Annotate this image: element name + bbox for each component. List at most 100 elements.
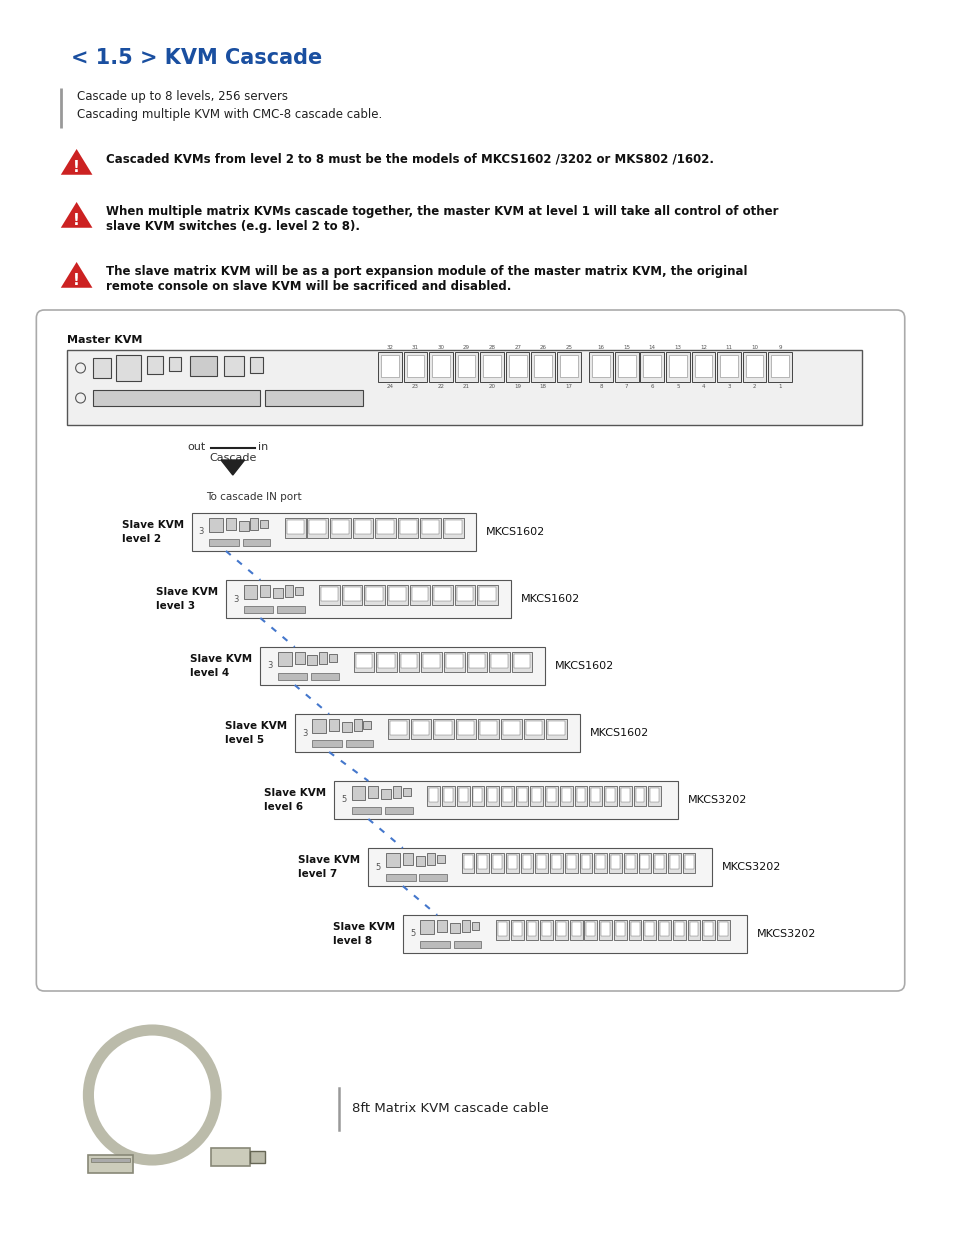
Bar bbox=[471, 785, 484, 806]
Bar bbox=[507, 854, 517, 869]
Text: 19: 19 bbox=[514, 383, 520, 388]
Bar bbox=[436, 854, 444, 863]
Text: !: ! bbox=[73, 274, 80, 289]
Bar bbox=[319, 652, 327, 665]
Bar bbox=[576, 788, 585, 801]
Bar bbox=[628, 920, 640, 940]
Bar bbox=[615, 351, 638, 382]
Bar bbox=[435, 721, 452, 735]
Bar bbox=[523, 719, 543, 739]
Text: 3: 3 bbox=[267, 661, 273, 671]
Text: 25: 25 bbox=[565, 345, 572, 350]
Bar bbox=[411, 587, 428, 600]
Text: 4: 4 bbox=[700, 383, 704, 388]
Bar bbox=[420, 941, 450, 948]
Bar bbox=[457, 355, 475, 377]
Bar bbox=[312, 740, 341, 747]
Bar bbox=[547, 788, 556, 801]
Bar bbox=[341, 584, 362, 605]
Text: !: ! bbox=[73, 160, 80, 175]
Text: MKCS1602: MKCS1602 bbox=[520, 594, 579, 604]
Bar bbox=[402, 788, 410, 797]
Bar bbox=[618, 355, 635, 377]
Bar bbox=[427, 853, 435, 866]
Text: 5: 5 bbox=[375, 863, 380, 872]
Bar bbox=[436, 920, 447, 932]
Bar bbox=[489, 652, 509, 672]
Bar bbox=[386, 874, 416, 882]
Text: 16: 16 bbox=[598, 345, 604, 350]
Text: 6: 6 bbox=[650, 383, 654, 388]
Bar bbox=[456, 587, 473, 600]
Text: Slave KVM
level 4: Slave KVM level 4 bbox=[191, 655, 253, 678]
Text: 15: 15 bbox=[622, 345, 630, 350]
Bar bbox=[468, 653, 485, 668]
Bar bbox=[390, 721, 406, 735]
Text: The slave matrix KVM will be as a port expansion module of the master matrix KVM: The slave matrix KVM will be as a port e… bbox=[106, 265, 747, 293]
Text: 8: 8 bbox=[598, 383, 602, 388]
Text: 3: 3 bbox=[301, 729, 307, 737]
Bar bbox=[550, 853, 562, 873]
Bar bbox=[443, 788, 453, 801]
Bar bbox=[745, 355, 762, 377]
Text: 11: 11 bbox=[724, 345, 732, 350]
Bar bbox=[345, 740, 373, 747]
Bar bbox=[691, 351, 715, 382]
Bar bbox=[559, 355, 577, 377]
Bar bbox=[285, 518, 305, 538]
Bar bbox=[355, 520, 371, 534]
Bar bbox=[537, 854, 546, 869]
Text: 14: 14 bbox=[648, 345, 655, 350]
Bar bbox=[618, 785, 631, 806]
Bar bbox=[477, 719, 498, 739]
Bar bbox=[530, 785, 542, 806]
Bar bbox=[389, 587, 405, 600]
Bar bbox=[466, 652, 487, 672]
Text: 22: 22 bbox=[437, 383, 444, 388]
Text: Master KVM: Master KVM bbox=[67, 335, 142, 345]
Bar bbox=[276, 605, 304, 613]
Bar bbox=[412, 721, 429, 735]
Bar bbox=[552, 854, 560, 869]
Bar bbox=[625, 854, 634, 869]
Bar bbox=[770, 355, 788, 377]
Bar bbox=[260, 647, 544, 686]
Text: in: in bbox=[258, 441, 268, 453]
Text: Cascade: Cascade bbox=[209, 453, 256, 464]
Bar bbox=[455, 584, 475, 605]
Text: Cascaded KVMs from level 2 to 8 must be the models of MKCS1602 /3202 or MKS802 /: Cascaded KVMs from level 2 to 8 must be … bbox=[106, 152, 714, 165]
Bar bbox=[653, 853, 665, 873]
Bar bbox=[633, 785, 646, 806]
Bar bbox=[531, 351, 555, 382]
Text: 27: 27 bbox=[514, 345, 520, 350]
Bar bbox=[456, 785, 469, 806]
Text: 20: 20 bbox=[488, 383, 496, 388]
Bar bbox=[502, 721, 519, 735]
Bar bbox=[767, 351, 791, 382]
Bar bbox=[493, 854, 501, 869]
Bar bbox=[682, 853, 695, 873]
Bar bbox=[508, 355, 526, 377]
Text: 26: 26 bbox=[539, 345, 546, 350]
Bar bbox=[500, 719, 521, 739]
Bar bbox=[616, 922, 624, 936]
Bar bbox=[491, 853, 503, 873]
Bar bbox=[192, 513, 476, 551]
Text: Cascading multiple KVM with CMC-8 cascade cable.: Cascading multiple KVM with CMC-8 cascad… bbox=[76, 109, 381, 121]
Bar bbox=[477, 854, 487, 869]
Bar bbox=[500, 785, 514, 806]
Bar bbox=[701, 920, 715, 940]
Text: 7: 7 bbox=[624, 383, 628, 388]
Bar bbox=[488, 788, 497, 801]
Bar bbox=[363, 721, 371, 729]
Polygon shape bbox=[221, 460, 244, 475]
Bar bbox=[571, 922, 580, 936]
Bar bbox=[610, 854, 619, 869]
Text: 5: 5 bbox=[676, 383, 679, 388]
Text: MKCS1602: MKCS1602 bbox=[486, 526, 545, 538]
Bar bbox=[432, 584, 453, 605]
Bar bbox=[307, 518, 328, 538]
Bar bbox=[377, 351, 401, 382]
Bar bbox=[511, 652, 532, 672]
Bar bbox=[416, 856, 425, 866]
